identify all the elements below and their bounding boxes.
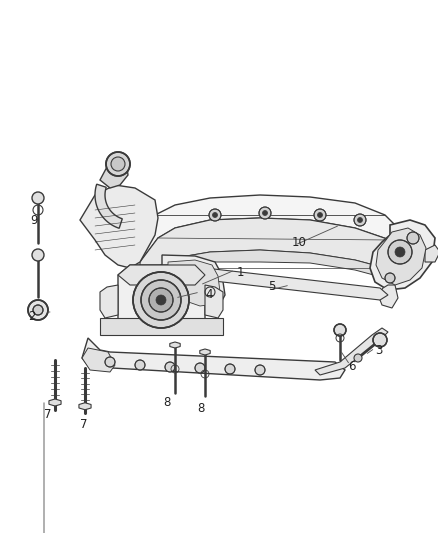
Polygon shape <box>195 268 388 300</box>
Text: 8: 8 <box>197 401 205 415</box>
Circle shape <box>209 209 221 221</box>
Text: 8: 8 <box>163 395 170 408</box>
Text: 7: 7 <box>44 408 52 422</box>
Circle shape <box>32 192 44 204</box>
Circle shape <box>105 357 115 367</box>
Text: 4: 4 <box>205 288 212 302</box>
Circle shape <box>314 209 326 221</box>
Polygon shape <box>95 184 122 228</box>
Circle shape <box>32 249 44 261</box>
Polygon shape <box>378 285 398 308</box>
Polygon shape <box>170 342 180 348</box>
Circle shape <box>373 333 387 347</box>
Circle shape <box>149 288 173 312</box>
Circle shape <box>141 280 181 320</box>
Text: 9: 9 <box>30 214 38 227</box>
Circle shape <box>354 214 366 226</box>
Text: 2: 2 <box>28 310 35 322</box>
Polygon shape <box>100 318 223 335</box>
Circle shape <box>28 300 48 320</box>
Circle shape <box>262 211 268 215</box>
Text: 5: 5 <box>268 280 276 294</box>
Polygon shape <box>315 328 388 375</box>
Polygon shape <box>80 185 158 268</box>
Circle shape <box>165 362 175 372</box>
Circle shape <box>318 213 322 217</box>
Circle shape <box>334 324 346 336</box>
Circle shape <box>33 305 43 315</box>
Polygon shape <box>140 218 400 285</box>
Circle shape <box>133 272 189 328</box>
Circle shape <box>385 273 395 283</box>
Polygon shape <box>168 260 220 306</box>
Polygon shape <box>82 338 345 380</box>
Polygon shape <box>140 250 400 295</box>
Circle shape <box>395 247 405 257</box>
Circle shape <box>407 232 419 244</box>
Polygon shape <box>118 265 205 332</box>
Polygon shape <box>130 195 400 262</box>
Polygon shape <box>370 220 435 290</box>
Polygon shape <box>425 245 438 262</box>
Circle shape <box>111 157 125 171</box>
Circle shape <box>106 152 130 176</box>
Circle shape <box>156 295 166 305</box>
Circle shape <box>357 217 363 222</box>
Polygon shape <box>49 399 61 406</box>
Circle shape <box>255 365 265 375</box>
Text: 3: 3 <box>375 343 382 357</box>
Circle shape <box>388 240 412 264</box>
Circle shape <box>225 364 235 374</box>
Polygon shape <box>200 349 210 355</box>
Polygon shape <box>118 265 205 285</box>
Text: 7: 7 <box>80 418 88 432</box>
Text: 6: 6 <box>348 360 356 374</box>
Polygon shape <box>100 285 118 318</box>
Circle shape <box>354 354 362 362</box>
Polygon shape <box>79 403 91 410</box>
Polygon shape <box>82 348 115 372</box>
Circle shape <box>259 207 271 219</box>
Polygon shape <box>100 158 128 188</box>
Polygon shape <box>162 255 225 310</box>
Text: 10: 10 <box>292 236 307 248</box>
Circle shape <box>212 213 218 217</box>
Circle shape <box>135 360 145 370</box>
Polygon shape <box>376 228 426 285</box>
Polygon shape <box>205 285 223 318</box>
Circle shape <box>195 363 205 373</box>
Text: 1: 1 <box>237 265 244 279</box>
